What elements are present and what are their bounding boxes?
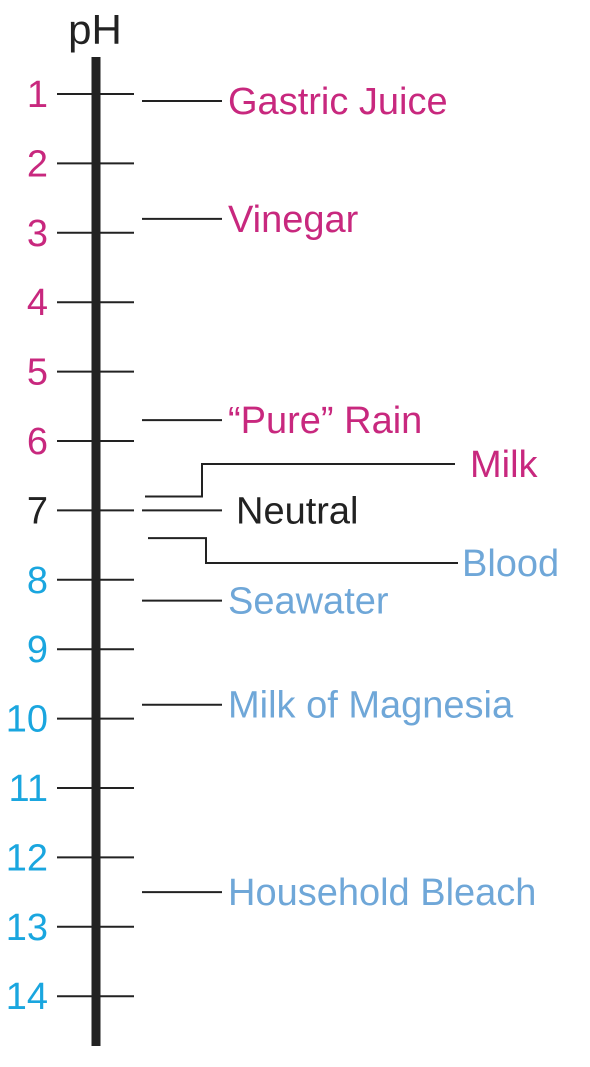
substance-leader-line	[148, 537, 458, 564]
substance-label: “Pure” Rain	[228, 400, 422, 442]
tick-label: 11	[9, 768, 48, 810]
tick-label: 10	[6, 699, 48, 741]
tick-label: 13	[6, 907, 48, 949]
tick-label: 2	[27, 143, 48, 185]
tick-label: 9	[27, 629, 48, 671]
tick-label: 1	[27, 74, 48, 116]
substance-group: Gastric Juice Vinegar “Pure” Rain Milk Neutr…	[142, 81, 559, 914]
tick-label: 12	[6, 837, 48, 879]
tick-label: 4	[27, 282, 48, 324]
tick-label: 7	[27, 490, 48, 532]
substance-label: Household Bleach	[228, 872, 536, 914]
tick-label: 6	[27, 421, 48, 463]
substance-label: Milk of Magnesia	[228, 685, 514, 727]
substance-label: Vinegar	[228, 199, 359, 241]
tick-label: 3	[27, 213, 48, 255]
substance-label: Seawater	[228, 581, 389, 623]
axis-title: pH	[68, 6, 122, 53]
substance-label: Neutral	[236, 490, 359, 532]
substance-label: Blood	[462, 543, 559, 585]
tick-label: 14	[6, 976, 48, 1018]
tick-label: 8	[27, 560, 48, 602]
substance-label: Milk	[470, 444, 539, 486]
substance-label: Gastric Juice	[228, 81, 448, 123]
tick-label: 5	[27, 352, 48, 394]
substance-leader-line	[145, 463, 455, 498]
